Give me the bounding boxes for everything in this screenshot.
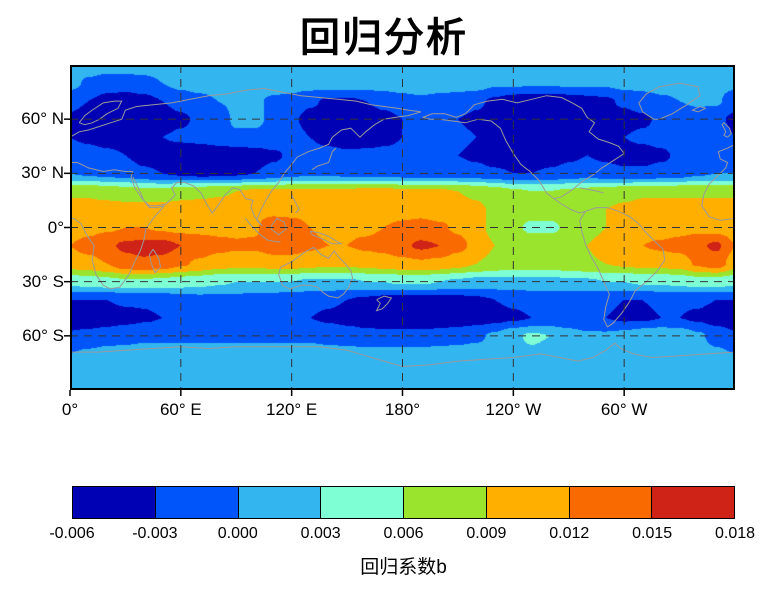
colorbar-tick-label: 0.006	[383, 525, 424, 542]
colorbar-segment	[652, 487, 734, 518]
x-tick-label: 120° E	[266, 400, 318, 419]
colorbar-segment	[321, 487, 404, 518]
x-tick-label: 180°	[384, 400, 421, 419]
colorbar-segment	[486, 487, 570, 518]
x-tick-label: 120° W	[485, 400, 542, 419]
map-overlay	[64, 65, 736, 396]
colorbar-segment	[73, 487, 156, 518]
colorbar-segment	[238, 487, 322, 518]
colorbar-tick-label: 0.009	[466, 525, 507, 542]
y-tick-label: 30° N	[21, 163, 64, 183]
y-tick-label: 30° S	[22, 271, 64, 291]
colorbar-segment	[569, 487, 653, 518]
colorbar-label: 回归系数b	[360, 557, 447, 578]
y-tick-label: 0°	[47, 217, 64, 237]
colorbar-tick-label: -0.003	[132, 525, 178, 542]
colorbar-tick-label: 0.015	[632, 525, 673, 542]
y-tick-label: 60° N	[21, 109, 64, 129]
plot-frame	[70, 65, 735, 390]
chart-title: 回归分析	[300, 16, 468, 60]
x-tick-label: 60° W	[600, 400, 648, 419]
colorbar-segment	[404, 487, 487, 518]
colorbar	[72, 486, 735, 519]
x-tick-label: 0°	[61, 400, 79, 419]
coastlines	[69, 82, 736, 368]
y-tick-label: 60° S	[22, 325, 64, 345]
colorbar-tick-label: 0.000	[217, 525, 258, 542]
x-tick-label: 60° E	[159, 400, 202, 419]
plot-area	[64, 65, 736, 396]
colorbar-tick-label: -0.006	[49, 525, 95, 542]
colorbar-tick-label: 0.012	[549, 525, 590, 542]
colorbar-segment	[155, 487, 239, 518]
colorbar-tick-label: 0.003	[300, 525, 341, 542]
colorbar-tick-label: 0.018	[714, 525, 756, 542]
